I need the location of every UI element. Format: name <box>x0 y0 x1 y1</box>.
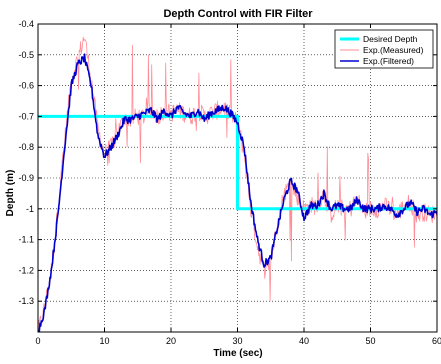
chart-title: Depth Control with FIR Filter <box>163 8 313 20</box>
x-tick-label: 60 <box>432 336 441 346</box>
y-tick-label: -0.7 <box>18 111 34 121</box>
legend-label: Exp.(Measured) <box>363 45 424 55</box>
axes-layer: 0 10 20 30 40 50 60 -0.4 -0.5 -0.6 -0.7 -0.8 -0.9 -1 -… <box>18 19 441 346</box>
grid-layer <box>38 24 437 332</box>
x-tick-label: 50 <box>365 336 375 346</box>
y-tick-label: -1 <box>26 204 34 214</box>
legend-label: Exp.(Filtered) <box>363 56 414 66</box>
y-tick-label: -0.4 <box>18 19 34 29</box>
x-tick-label: 10 <box>99 336 109 346</box>
x-tick-label: 30 <box>232 336 242 346</box>
series-line-exp-filtered <box>38 53 437 332</box>
legend-label: Desired Depth <box>363 34 418 44</box>
y-tick-label: -0.8 <box>18 142 34 152</box>
x-axis-label: Time (sec) <box>213 348 262 359</box>
x-tick-label: 20 <box>166 336 176 346</box>
x-tick-label: 40 <box>299 336 309 346</box>
y-tick-label: -0.9 <box>18 173 34 183</box>
series-layer <box>38 36 437 332</box>
y-tick-label: -0.6 <box>18 81 34 91</box>
y-axis-label: Depth (m) <box>5 170 16 217</box>
y-tick-label: -0.5 <box>18 50 34 60</box>
x-tick-label: 0 <box>35 336 40 346</box>
y-tick-label: -1.1 <box>18 235 34 245</box>
y-tick-label: -1.3 <box>18 296 34 306</box>
y-tick-label: -1.2 <box>18 265 34 275</box>
legend: Desired DepthExp.(Measured)Exp.(Filtered… <box>334 29 434 69</box>
